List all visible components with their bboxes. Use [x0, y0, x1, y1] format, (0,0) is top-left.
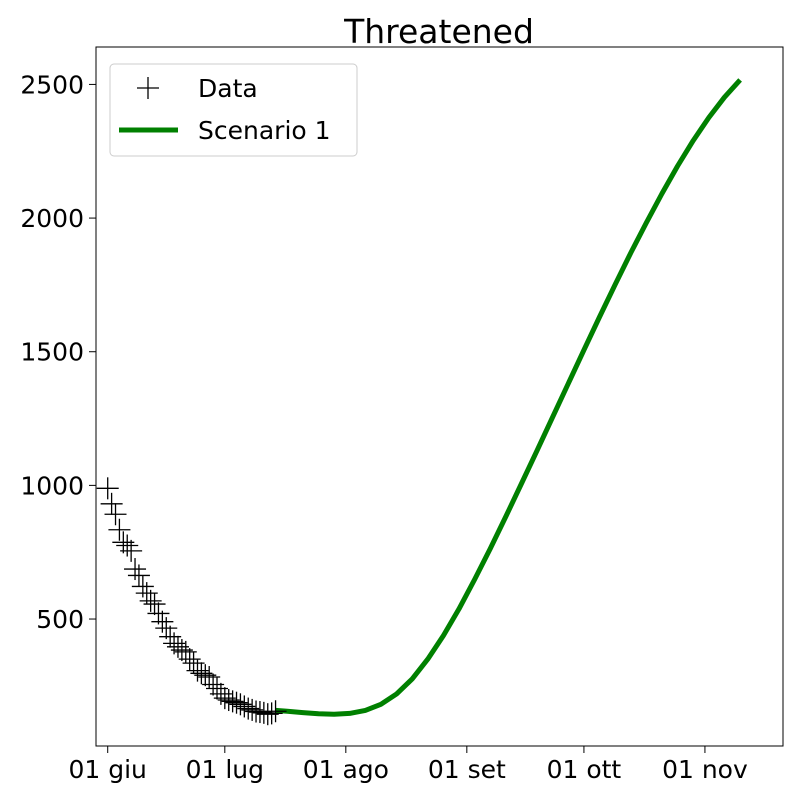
legend-data-marker-icon [137, 77, 159, 99]
x-tick-label: 01 nov [662, 755, 748, 784]
scenario-1-line [275, 78, 742, 717]
data-point [155, 617, 178, 640]
x-tick-label: 01 lug [186, 755, 264, 784]
x-tick-label: 01 ott [547, 755, 622, 784]
data-point [151, 610, 174, 633]
x-tick-label: 01 giu [68, 755, 146, 784]
data-point [127, 564, 150, 587]
data-point [104, 503, 127, 526]
y-tick-label: 1500 [20, 338, 84, 367]
x-axis: 01 giu 01 lug 01 ago 01 set 01 ott 01 nov [68, 746, 748, 784]
legend-label-scenario-1: Scenario 1 [198, 116, 331, 145]
data-point [143, 593, 166, 616]
y-tick-label: 500 [36, 605, 84, 634]
data-point [260, 702, 283, 725]
data-point [108, 518, 131, 541]
chart-title: Threatened [343, 12, 534, 51]
data-point [147, 602, 170, 625]
data-point [264, 700, 287, 723]
data-point [116, 534, 139, 557]
plot-area-frame [95, 46, 784, 747]
data-point [131, 575, 154, 598]
y-tick-label: 2000 [20, 204, 84, 233]
data-point [124, 558, 147, 581]
plot-series [96, 78, 742, 726]
data-point [100, 492, 123, 515]
y-tick-label: 1000 [20, 471, 84, 500]
data-point [96, 477, 119, 500]
legend: Data Scenario 1 [109, 63, 358, 157]
y-tick-label: 2500 [20, 70, 84, 99]
x-tick-label: 01 set [428, 755, 506, 784]
x-tick-label: 01 ago [303, 755, 389, 784]
y-axis: 500 1000 1500 2000 2500 [20, 70, 96, 634]
legend-box [109, 63, 358, 157]
data-point [120, 539, 143, 562]
data-point [139, 589, 162, 612]
data-point [178, 648, 201, 671]
legend-label-data: Data [198, 74, 258, 103]
